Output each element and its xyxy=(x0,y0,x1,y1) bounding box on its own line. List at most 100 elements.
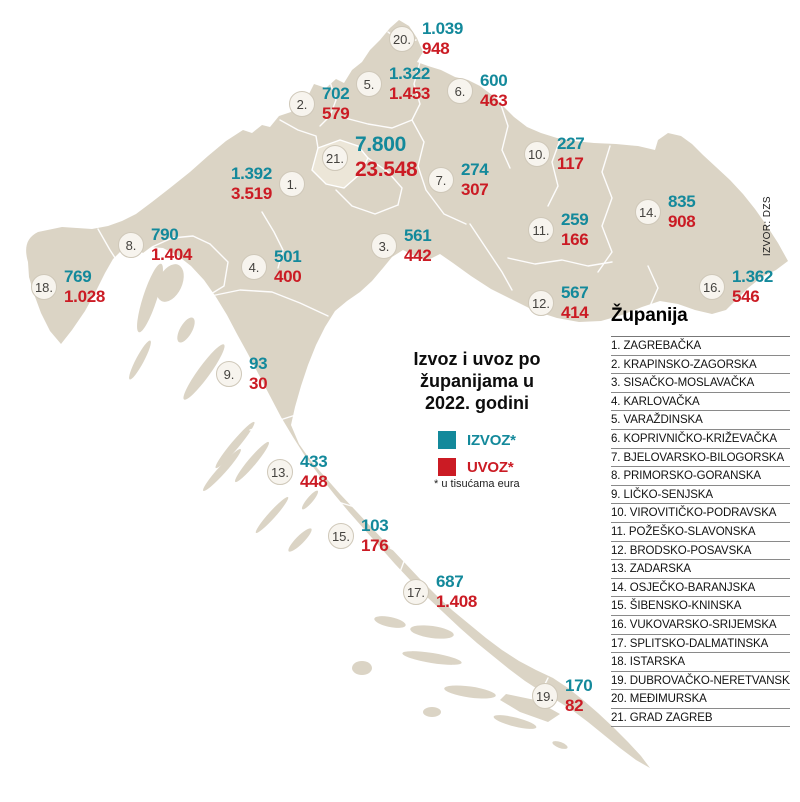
county-list-item: 17. SPLITSKO-DALMATINSKA xyxy=(611,635,790,654)
county-list-item: 18. ISTARSKA xyxy=(611,653,790,672)
mainland xyxy=(26,20,789,768)
county-list-item: 11. POŽEŠKO-SLAVONSKA xyxy=(611,523,790,542)
uvoz-value: 400 xyxy=(274,267,302,286)
county-marker-19: 19. 170 82 xyxy=(532,674,593,718)
county-marker-8: 8. 790 1.404 xyxy=(118,223,192,267)
izvoz-value: 687 xyxy=(436,571,464,591)
uvoz-value: 30 xyxy=(249,374,268,393)
county-list-item: 5. VARAŽDINSKA xyxy=(611,411,790,430)
izvoz-value: 1.392 xyxy=(230,163,272,183)
unit-footnote: * u tisućama eura xyxy=(434,478,520,490)
county-list-item: 7. BJELOVARSKO-BILOGORSKA xyxy=(611,449,790,468)
county-number-badge: 9. xyxy=(216,361,242,387)
uvoz-value: 448 xyxy=(300,472,328,491)
legend-row-uvoz: UVOZ* xyxy=(438,458,516,476)
county-number-badge: 19. xyxy=(532,683,558,709)
county-number-badge: 12. xyxy=(528,290,554,316)
title-line-2: županijama u xyxy=(419,371,535,391)
county-list-item: 19. DUBROVAČKO-NERETVANSKA xyxy=(611,672,790,691)
uvoz-legend-label: UVOZ* xyxy=(467,458,514,476)
uvoz-value: 1.408 xyxy=(436,592,478,611)
county-number-badge: 18. xyxy=(31,274,57,300)
uvoz-value: 442 xyxy=(404,246,432,265)
county-marker-11: 11. 259 166 xyxy=(528,208,589,252)
county-list-item: 15. ŠIBENSKO-KNINSKA xyxy=(611,597,790,616)
izvoz-value: 7.800 xyxy=(355,133,407,157)
county-marker-2: 2. 702 579 xyxy=(289,82,350,126)
uvoz-value: 948 xyxy=(422,39,450,58)
source-credit: IZVOR: DZS xyxy=(762,196,773,257)
uvoz-value: 117 xyxy=(557,154,584,173)
legend: IZVOZ* UVOZ* xyxy=(438,431,516,476)
county-list-items: 1. ZAGREBAČKA 2. KRAPINSKO-ZAGORSKA 3. S… xyxy=(611,336,790,728)
county-list-item: 21. GRAD ZAGREB xyxy=(611,709,790,728)
county-number-badge: 10. xyxy=(524,141,550,167)
uvoz-value: 82 xyxy=(565,696,584,715)
county-number-badge: 2. xyxy=(289,91,315,117)
izvoz-value: 170 xyxy=(565,675,593,695)
county-marker-5: 5. 1.322 1.453 xyxy=(356,62,430,106)
county-number-badge: 7. xyxy=(428,167,454,193)
islands xyxy=(129,263,568,749)
izvoz-value: 1.362 xyxy=(732,266,774,286)
county-marker-17: 17. 687 1.408 xyxy=(403,570,477,614)
county-list-item: 10. VIROVITIČKO-PODRAVSKA xyxy=(611,504,790,523)
county-marker-6: 6. 600 463 xyxy=(447,69,508,113)
county-list-header: Županija xyxy=(611,305,688,326)
izvoz-value: 561 xyxy=(404,225,432,245)
county-marker-20: 20. 1.039 948 xyxy=(389,17,463,61)
county-number-badge: 8. xyxy=(118,232,144,258)
county-marker-21: 21. 7.800 23.548 xyxy=(322,133,418,181)
izvoz-value: 259 xyxy=(561,209,589,229)
izvoz-value: 501 xyxy=(274,246,302,266)
uvoz-value: 546 xyxy=(732,287,760,306)
county-list-item: 12. BRODSKO-POSAVSKA xyxy=(611,542,790,561)
izvoz-legend-label: IZVOZ* xyxy=(467,431,516,449)
peljesac-peninsula xyxy=(500,694,560,722)
county-marker-15: 15. 103 176 xyxy=(328,514,389,558)
izvoz-value: 702 xyxy=(322,83,350,103)
county-number-badge: 20. xyxy=(389,26,415,52)
county-marker-10: 10. 227 117 xyxy=(524,132,585,176)
county-borders xyxy=(97,31,659,695)
uvoz-value: 307 xyxy=(461,180,489,199)
county-marker-18: 18. 769 1.028 xyxy=(31,265,105,309)
county-marker-7: 7. 274 307 xyxy=(428,158,489,202)
uvoz-value: 1.453 xyxy=(389,84,431,103)
county-number-badge: 5. xyxy=(356,71,382,97)
izvoz-value: 227 xyxy=(557,133,585,153)
page-title: Izvoz i uvoz po županijama u 2022. godin… xyxy=(395,348,559,414)
county-number-badge: 4. xyxy=(241,254,267,280)
county-number-badge: 16. xyxy=(699,274,725,300)
county-marker-3: 3. 561 442 xyxy=(371,224,432,268)
county-number-badge: 14. xyxy=(635,199,661,225)
uvoz-value: 579 xyxy=(322,104,350,123)
uvoz-swatch xyxy=(438,458,456,476)
uvoz-value: 166 xyxy=(561,230,589,249)
uvoz-value: 3.519 xyxy=(230,184,272,203)
county-list-item: 16. VUKOVARSKO-SRIJEMSKA xyxy=(611,616,790,635)
izvoz-value: 274 xyxy=(461,159,489,179)
county-number-badge: 13. xyxy=(267,459,293,485)
izvoz-value: 1.039 xyxy=(422,18,464,38)
izvoz-value: 103 xyxy=(361,515,389,535)
izvoz-value: 600 xyxy=(480,70,508,90)
county-list-item: 8. PRIMORSKO-GORANSKA xyxy=(611,467,790,486)
county-list-item: 14. OSJEČKO-BARANJSKA xyxy=(611,579,790,598)
uvoz-value: 1.404 xyxy=(151,245,193,264)
county-list: Županija 1. ZAGREBAČKA 2. KRAPINSKO-ZAGO… xyxy=(611,305,790,728)
county-marker-4: 4. 501 400 xyxy=(241,245,302,289)
izvoz-swatch xyxy=(438,431,456,449)
county-list-item: 1. ZAGREBAČKA xyxy=(611,337,790,356)
county-number-badge: 15. xyxy=(328,523,354,549)
county-number-badge: 11. xyxy=(528,217,554,243)
county-list-item: 20. MEĐIMURSKA xyxy=(611,690,790,709)
county-list-item: 9. LIČKO-SENJSKA xyxy=(611,486,790,505)
county-marker-1: 1. 1.392 3.519 xyxy=(231,162,305,206)
izvoz-value: 790 xyxy=(151,224,179,244)
county-marker-9: 9. 93 30 xyxy=(216,352,268,396)
uvoz-value: 414 xyxy=(561,303,589,322)
izvoz-value: 433 xyxy=(300,451,328,471)
county-number-badge: 3. xyxy=(371,233,397,259)
